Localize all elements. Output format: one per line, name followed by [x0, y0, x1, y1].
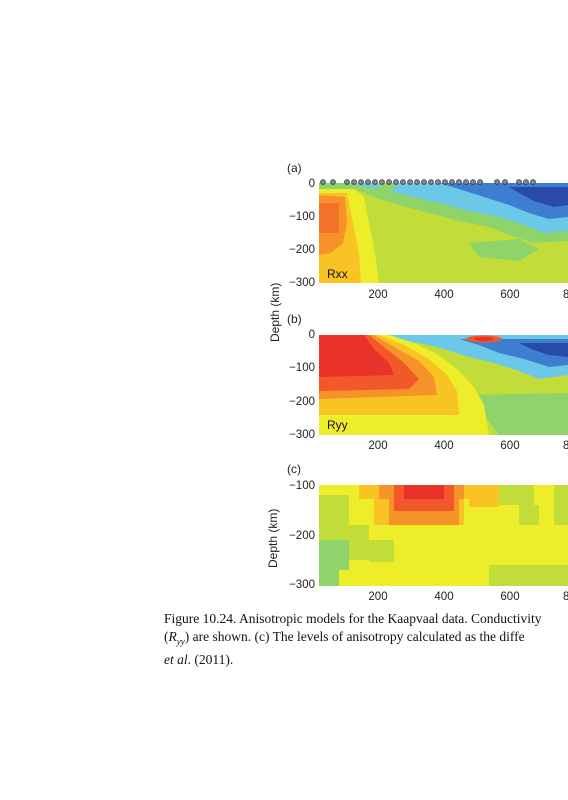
caption-line-2-sub: yy — [176, 636, 185, 647]
caption-line-1: Figure 10.24. Anisotropic models for the… — [164, 611, 542, 626]
panel-a-label: (a) — [287, 161, 302, 175]
caption-line-2-post: ) are shown. (c) The levels of anisotrop… — [184, 629, 525, 644]
panel-a-ytick-100: −100 — [289, 211, 315, 223]
panel-a-ytick-0: 0 — [308, 178, 315, 190]
figure-caption: Figure 10.24. Anisotropic models for the… — [164, 610, 568, 669]
caption-line-2-italic: R — [168, 629, 177, 644]
panel-a-stations — [320, 179, 536, 185]
caption-line-3: et al. (2011). — [164, 651, 568, 669]
panel-b-ytick-0: 0 — [308, 329, 315, 341]
panel-b-label: (b) — [287, 312, 302, 326]
panel-c-ytick-300: −300 — [289, 579, 315, 591]
panel-a-xtick-200: 200 — [368, 289, 388, 301]
panel-c-label: (c) — [287, 462, 301, 476]
panel-a-xtick-400: 400 — [434, 289, 454, 301]
panel-b-inner-label: Ryy — [327, 418, 348, 432]
panel-c-xtick-600: 600 — [500, 591, 520, 603]
panel-a-inner-label: Rxx — [327, 267, 348, 281]
panel-b-ytick-200: −200 — [289, 396, 315, 408]
panel-a-ytick-300: −300 — [289, 277, 315, 289]
caption-line-2: (Ryy) are shown. (c) The levels of aniso… — [164, 628, 568, 651]
panel-b-ytick-100: −100 — [289, 362, 315, 374]
caption-line-2-pre: ( — [164, 629, 169, 644]
caption-line-3-post: . (2011). — [187, 651, 234, 667]
panel-a-map — [319, 183, 568, 283]
panel-b-map — [319, 335, 568, 435]
panel-c-xtick-200: 200 — [368, 591, 388, 603]
y-axis-label-c: Depth (km) — [266, 508, 280, 568]
panel-b-xtick-200: 200 — [368, 440, 388, 452]
caption-line-3-italic: et al — [164, 651, 188, 667]
panel-a-xtick-800: 8 — [563, 289, 568, 301]
panel-b-xtick-800: 8 — [563, 440, 568, 452]
panel-c-xtick-800: 8 — [563, 591, 568, 603]
panel-c-map — [319, 485, 568, 586]
panel-c-ytick-200: −200 — [289, 530, 315, 542]
panel-c-xtick-400: 400 — [434, 591, 454, 603]
y-axis-label-ab: Depth (km) — [268, 282, 282, 342]
panel-b-ytick-300: −300 — [289, 429, 315, 441]
panel-a-xtick-600: 600 — [500, 289, 520, 301]
panel-b-xtick-400: 400 — [434, 440, 454, 452]
panel-c-ytick-100: −100 — [289, 480, 315, 492]
panel-b-xtick-600: 600 — [500, 440, 520, 452]
panel-a-ytick-200: −200 — [289, 244, 315, 256]
